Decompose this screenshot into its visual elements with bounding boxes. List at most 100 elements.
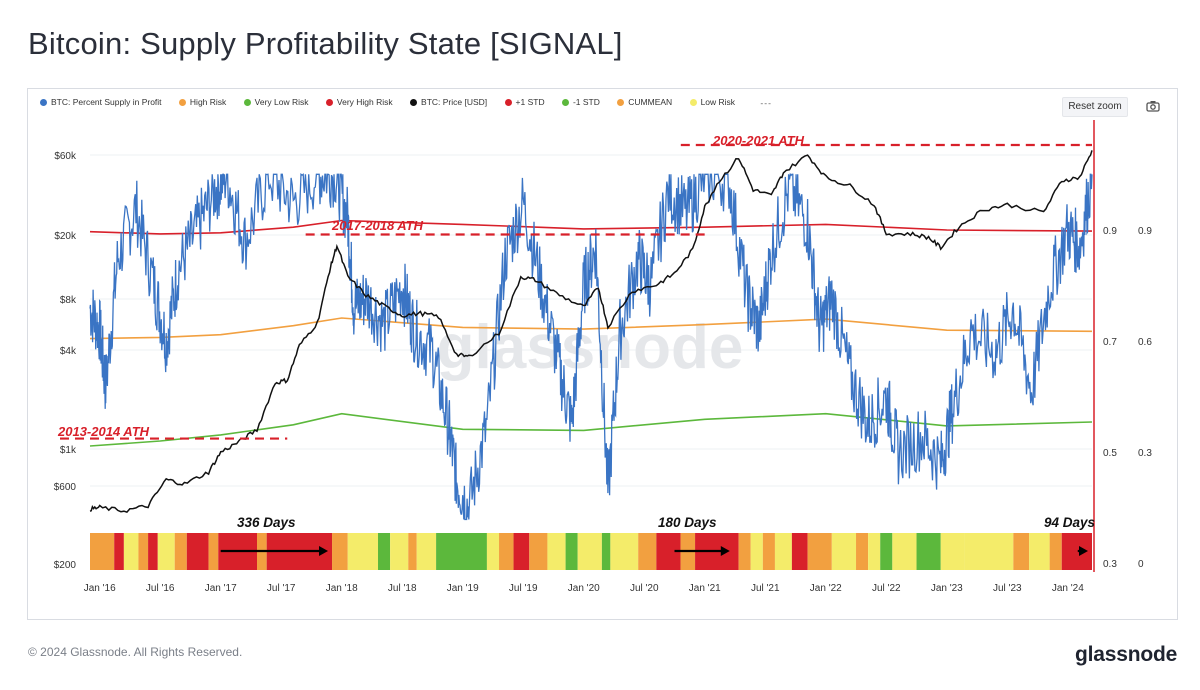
chart-legend: BTC: Percent Supply in Profit High Risk … (40, 97, 772, 108)
series-btc-price-line (89, 150, 1093, 513)
cycle-duration-label: 180 Days (658, 515, 717, 530)
legend-item[interactable]: Low Risk (689, 97, 736, 107)
ath-label: 2013-2014 ATH (57, 424, 150, 439)
signal-band-segment (964, 533, 986, 570)
legend-dot (689, 98, 697, 106)
x-tick-label: Jan '22 (810, 583, 842, 594)
y-mid-tick-label: 0.3 (1103, 559, 1117, 570)
signal-band-segment (347, 533, 379, 570)
y-right-tick-label: 0.9 (1138, 226, 1152, 237)
legend-label: Very High Risk (336, 97, 393, 107)
signal-band-segment (638, 533, 657, 570)
series--1-std-line (89, 412, 1093, 447)
signal-band-segment (831, 533, 857, 570)
signal-band-segment (90, 533, 115, 570)
legend-item[interactable]: CUMMEAN (617, 97, 672, 107)
cycle-arrow-head (319, 546, 329, 556)
signal-band-segment (123, 533, 139, 570)
legend-dot (617, 98, 625, 106)
signal-band-segment (529, 533, 548, 570)
y-right-tick-label: 0.6 (1138, 337, 1152, 348)
signal-band-segment (610, 533, 639, 570)
y-left-tick-label: $600 (54, 482, 77, 493)
legend-label: Very Low Risk (254, 97, 309, 107)
signal-band-segment (868, 533, 881, 570)
reset-zoom-button[interactable]: Reset zoom (1062, 97, 1128, 117)
legend-dot (410, 98, 418, 106)
signal-band-segment (436, 533, 487, 570)
signal-band-segment (174, 533, 187, 570)
signal-band-segment (547, 533, 566, 570)
x-tick-label: Jul '18 (388, 583, 417, 594)
signal-band-segment (577, 533, 602, 570)
y-right-tick-label: 0 (1138, 559, 1144, 570)
cycle-arrow-head (720, 546, 730, 556)
y-left-tick-label: $200 (54, 560, 77, 571)
signal-band-segment (892, 533, 917, 570)
legend-item[interactable]: Very High Risk (325, 97, 393, 107)
signal-band-segment (807, 533, 832, 570)
x-tick-label: Jan '24 (1052, 583, 1084, 594)
legend-item[interactable]: +1 STD (504, 97, 545, 107)
x-tick-label: Jan '19 (447, 583, 479, 594)
legend-item[interactable]: BTC: Percent Supply in Profit (40, 97, 162, 107)
signal-band-segment (856, 533, 869, 570)
signal-band-segment (486, 533, 500, 570)
signal-band-segment (940, 533, 965, 570)
series-percent-supply-in-profit-line (89, 172, 1093, 521)
signal-band-segment (738, 533, 751, 570)
signal-band-segment (1061, 533, 1092, 570)
legend-item[interactable]: -1 STD (561, 97, 600, 107)
signal-band-segment (416, 533, 437, 570)
camera-icon-graphic (1146, 101, 1160, 112)
legend-dot (178, 98, 186, 106)
signal-band-segment (985, 533, 1014, 570)
cycle-duration-label: 336 Days (237, 515, 296, 530)
x-tick-label: Jul '17 (267, 583, 296, 594)
watermark-text: glassnode (437, 313, 744, 382)
signal-band-segment (138, 533, 149, 570)
y-mid-tick-label: 0.5 (1103, 448, 1117, 459)
signal-band-segment (513, 533, 530, 570)
legend-label: +1 STD (515, 97, 545, 107)
series-cummean-line (89, 317, 1093, 340)
x-tick-label: Jul '20 (630, 583, 659, 594)
signal-band-segment (390, 533, 409, 570)
signal-band-segment (499, 533, 514, 570)
legend-dot (243, 98, 251, 106)
signal-band-segment (565, 533, 578, 570)
camera-icon[interactable] (1146, 99, 1160, 117)
ath-label: 2017-2018 ATH (331, 218, 424, 233)
brand-logo: glassnode (1075, 643, 1178, 666)
signal-band-segment (880, 533, 893, 570)
y-right-tick-label: 0.3 (1138, 448, 1152, 459)
y-mid-tick-label: 0.7 (1103, 337, 1117, 348)
x-tick-label: Jan '23 (931, 583, 963, 594)
legend-label: CUMMEAN (628, 97, 673, 107)
legend-dot (40, 98, 47, 106)
page-title: Bitcoin: Supply Profitability State [SIG… (28, 26, 623, 61)
signal-band-segment (750, 533, 763, 570)
signal-band-segment (1013, 533, 1030, 570)
x-tick-label: Jan '20 (568, 583, 600, 594)
legend-label: Low Risk (700, 97, 736, 107)
signal-band-segment (762, 533, 775, 570)
cycle-duration-label: 94 Days (1044, 515, 1096, 530)
signal-band-segment (186, 533, 209, 570)
legend-item[interactable]: BTC: Price [USD] (410, 97, 487, 107)
y-left-tick-label: $60k (54, 151, 77, 162)
signal-band-segment (378, 533, 391, 570)
legend-more-indicator[interactable]: --- (760, 97, 772, 108)
legend-item[interactable]: High Risk (178, 97, 226, 107)
signal-band-segment (157, 533, 175, 570)
y-left-tick-label: $8k (60, 295, 77, 306)
signal-band-segment (408, 533, 417, 570)
legend-dot (325, 98, 333, 106)
legend-label: BTC: Price [USD] (421, 97, 488, 107)
legend-item[interactable]: Very Low Risk (243, 97, 309, 107)
x-tick-label: Jan '18 (326, 583, 358, 594)
x-tick-label: Jul '21 (751, 583, 780, 594)
signal-band-segment (791, 533, 808, 570)
x-tick-label: Jan '17 (205, 583, 237, 594)
